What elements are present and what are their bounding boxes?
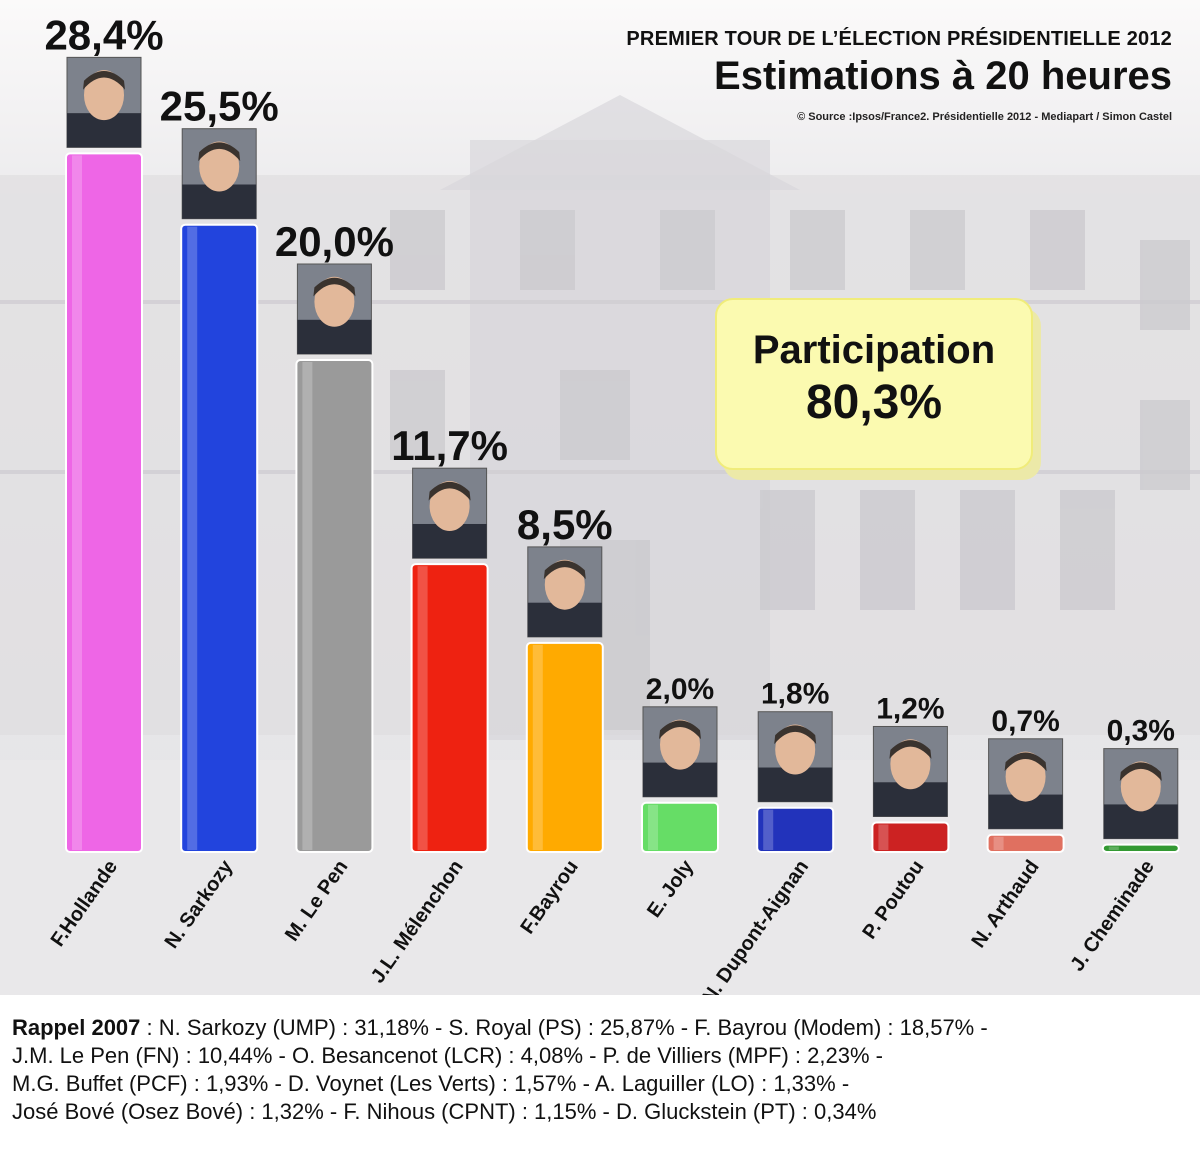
bar-highlight — [648, 804, 658, 850]
photo-face — [544, 559, 585, 610]
category-label: J. Cheminade — [1066, 856, 1159, 975]
bar — [756, 806, 835, 853]
data-label: 11,7% — [391, 422, 508, 469]
category-label: N. Sarkozy — [161, 856, 238, 953]
photo-hair — [774, 725, 817, 745]
photo-hair — [543, 560, 586, 580]
data-label: 0,3% — [1107, 715, 1175, 748]
candidate-photo — [181, 128, 257, 220]
bar — [1101, 843, 1180, 853]
footer-line-3: M.G. Buffet (PCF) : 1,93% - D. Voynet (L… — [12, 1071, 850, 1096]
photo-hair — [428, 481, 471, 501]
bar-group: 11,7% J.L. Mélenchon — [367, 422, 508, 987]
bar-group: 0,3% J. Cheminade — [1066, 715, 1180, 975]
bar — [641, 801, 719, 853]
photo-face — [84, 70, 124, 121]
candidate-photo — [412, 467, 488, 559]
footer-recall-2007: Rappel 2007 : N. Sarkozy (UMP) : 31,18% … — [0, 1006, 1200, 1126]
bar-highlight — [1108, 846, 1119, 850]
photo-face — [890, 739, 931, 790]
photo-face — [199, 141, 240, 192]
footer-line-text: : N. Sarkozy (UMP) : 31,18% - S. Royal (… — [140, 1015, 988, 1040]
bar-highlight — [302, 362, 313, 850]
category-label: P. Poutou — [858, 856, 928, 943]
bar — [295, 359, 374, 853]
data-label: 1,2% — [876, 692, 944, 725]
photo-hair — [659, 720, 701, 740]
photo-face — [660, 719, 700, 770]
bar-group: 0,7% N. Arthaud — [967, 705, 1065, 952]
candidate-photo — [527, 546, 603, 638]
bar-highlight — [532, 644, 543, 850]
data-label: 25,5% — [160, 83, 279, 130]
category-label: E. Joly — [643, 856, 699, 922]
footer-line-2: J.M. Le Pen (FN) : 10,44% - O. Besanceno… — [12, 1043, 883, 1068]
bar-highlight — [763, 809, 774, 850]
photo-hair — [198, 142, 241, 162]
bar-group: 20,0% M. Le Pen — [275, 218, 394, 945]
bar-highlight — [187, 226, 198, 850]
photo-hair — [83, 71, 125, 90]
bar-group: 2,0% E. Joly — [641, 673, 719, 922]
candidate-photo — [757, 711, 833, 803]
photo-face — [429, 480, 470, 531]
data-label: 1,8% — [761, 678, 829, 711]
bar-highlight — [72, 155, 82, 851]
bar — [986, 833, 1065, 854]
candidate-photo — [642, 706, 718, 798]
chart-stage: 28,4% F.Hollande 25,5% N. Sarkozy 20,0% M. Le… — [0, 0, 1200, 995]
participation-label: Participation — [752, 328, 996, 372]
category-label: M. Le Pen — [281, 856, 353, 945]
data-label: 20,0% — [275, 218, 394, 265]
data-label: 2,0% — [646, 673, 714, 706]
chart-supertitle: PREMIER TOUR DE L’ÉLECTION PRÉSIDENTIELL… — [626, 28, 1172, 50]
bar-highlight — [417, 566, 428, 850]
chart-title: Estimations à 20 heures — [714, 54, 1172, 98]
chart-source: © Source :Ipsos/France2. Présidentielle … — [797, 111, 1172, 123]
photo-face — [314, 276, 355, 327]
candidate-photo — [988, 738, 1064, 830]
footer-line-4: José Bové (Osez Bové) : 1,32% - F. Nihou… — [12, 1099, 877, 1124]
bar-chart: 28,4% F.Hollande 25,5% N. Sarkozy 20,0% M. Le… — [44, 11, 1180, 995]
candidate-photo — [296, 263, 372, 355]
photo-face — [1120, 761, 1161, 812]
bar-group: 8,5% F.Bayrou — [516, 501, 612, 938]
photo-face — [1005, 751, 1046, 802]
footer-line-1: Rappel 2007 : N. Sarkozy (UMP) : 31,18% … — [12, 1014, 1188, 1042]
footer-lead: Rappel 2007 — [12, 1015, 141, 1040]
photo-hair — [1004, 752, 1047, 772]
participation-value: 80,3% — [805, 376, 943, 429]
bar — [525, 641, 604, 854]
bar — [410, 563, 489, 853]
category-label: J.L. Mélenchon — [367, 856, 468, 987]
candidate-photo — [872, 725, 948, 817]
bar-group: 28,4% F.Hollande — [44, 11, 163, 950]
data-label: 8,5% — [517, 501, 613, 548]
category-label: N. Arthaud — [967, 856, 1043, 952]
category-label: N. Dupont-Aignan — [698, 856, 814, 995]
bar-highlight — [993, 836, 1004, 850]
data-label: 0,7% — [991, 705, 1059, 738]
bar — [180, 223, 259, 853]
photo-hair — [1119, 762, 1162, 782]
bar-group: 25,5% N. Sarkozy — [160, 83, 279, 953]
candidate-photo — [1103, 748, 1179, 840]
data-label: 28,4% — [44, 11, 163, 58]
bar — [65, 152, 143, 854]
candidate-photo — [66, 56, 142, 148]
category-label: F.Bayrou — [516, 856, 582, 938]
bar-group: 1,2% P. Poutou — [858, 692, 950, 943]
photo-hair — [313, 277, 356, 297]
bar-highlight — [878, 824, 889, 850]
photo-hair — [889, 740, 932, 759]
participation-box: Participation 80,3% — [715, 298, 1033, 470]
photo-face — [775, 724, 816, 775]
category-label: F.Hollande — [47, 856, 122, 951]
bar — [871, 821, 950, 853]
